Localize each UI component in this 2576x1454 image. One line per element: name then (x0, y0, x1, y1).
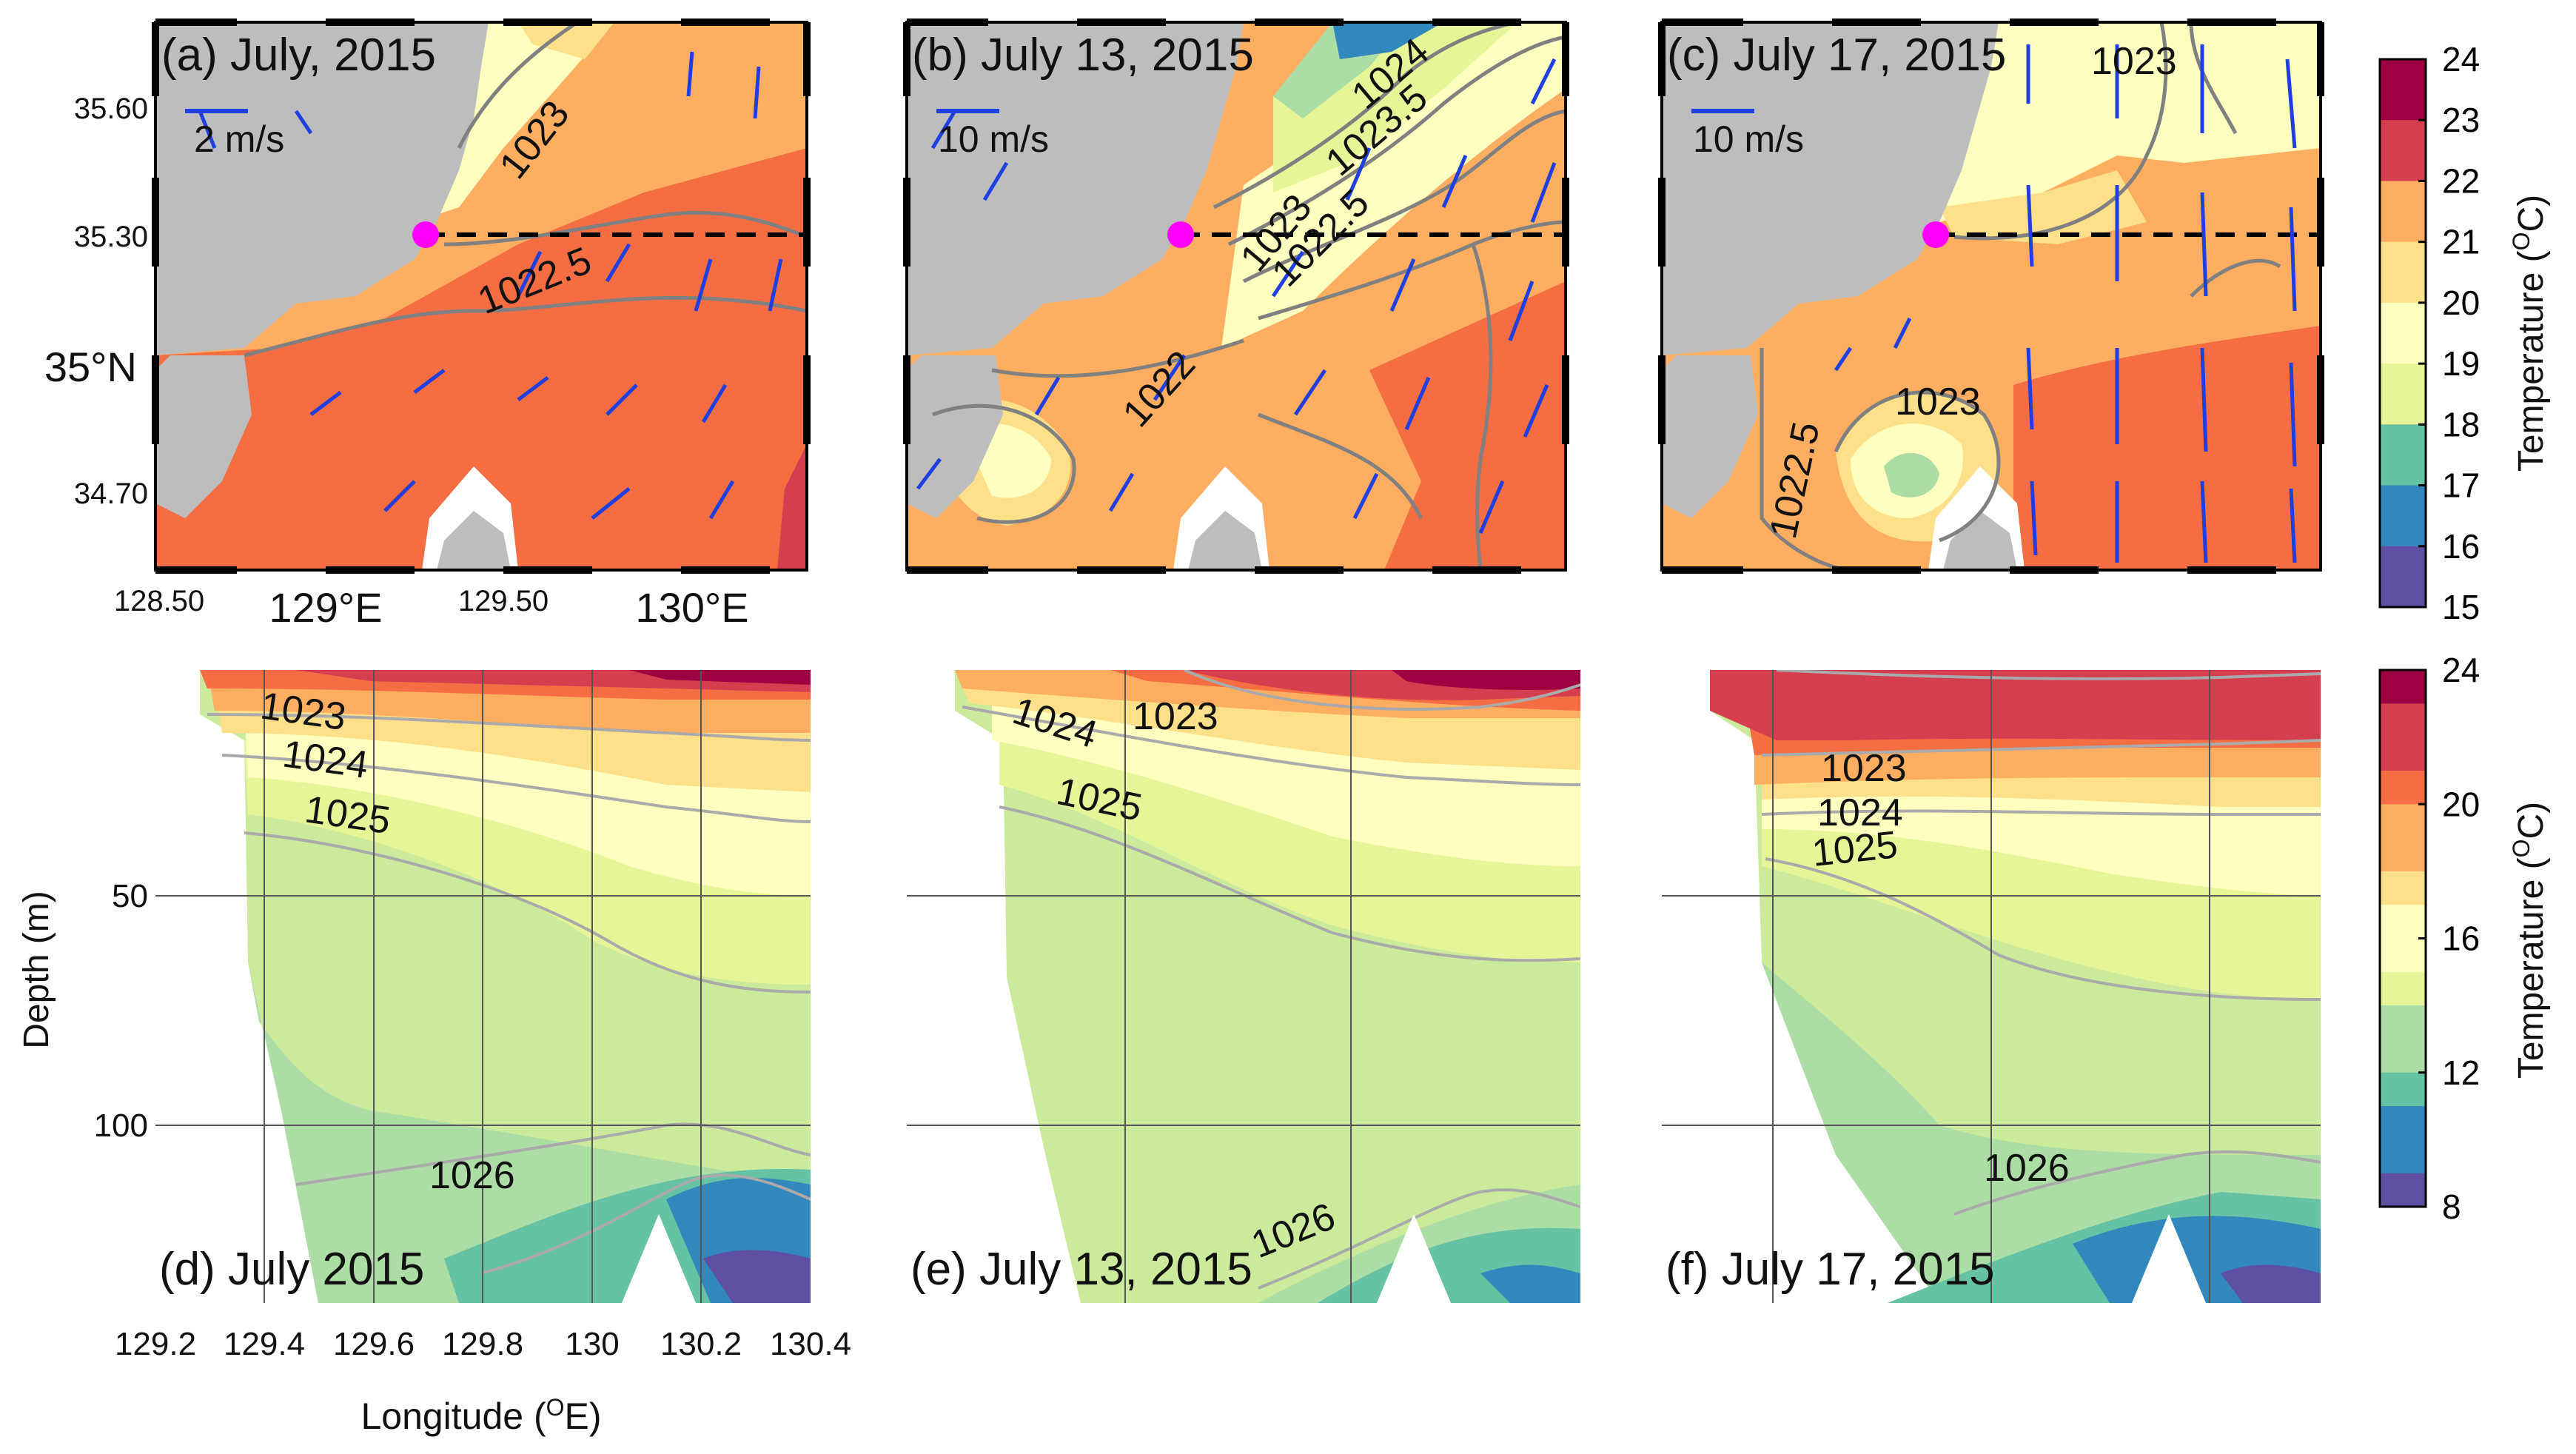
panel-f-contour-label: 1024 (1817, 791, 1903, 834)
panel-d-xtick: 129.4 (224, 1326, 305, 1362)
panel-d-xticks: 129.2 129.4 129.6 129.8 130 130.2 130.4 (115, 1326, 851, 1362)
colorbar-1 (2378, 58, 2427, 609)
colorbar-2 (2378, 669, 2427, 1208)
panel-d-ytick: 100 (94, 1108, 148, 1144)
panel-f-title: (f) July 17, 2015 (1666, 1244, 1995, 1295)
colorbar-swatch (2380, 971, 2426, 1006)
panel-f-grid (1662, 670, 2321, 1303)
colorbar-tick-label: 17 (2442, 466, 2480, 505)
colorbar-swatch (2380, 703, 2426, 738)
colorbar-1-label: Temperature (OC) (2508, 195, 2551, 472)
panel-a-frame (154, 21, 808, 572)
panel-a-scale-label: 2 m/s (194, 118, 284, 160)
colorbar-tick-label: 20 (2442, 785, 2480, 823)
colorbar-tick-label: 24 (2442, 651, 2480, 689)
panel-d-grid (155, 670, 811, 1303)
panel-d-contour-label: 1026 (429, 1154, 515, 1197)
colorbar-swatch (2380, 120, 2426, 181)
colorbar-tick-label: 24 (2442, 40, 2480, 78)
colorbar-swatch (2380, 1039, 2426, 1073)
panel-d-title: (d) July 2015 (159, 1244, 424, 1295)
colorbar-tick-label: 16 (2442, 527, 2480, 566)
colorbar-tick-label: 21 (2442, 223, 2480, 261)
panel-e-grid (907, 670, 1580, 1303)
colorbar-2-label: Temperature (OC) (2508, 802, 2551, 1079)
colorbar-swatch (2380, 485, 2426, 547)
colorbar-tick-label: 16 (2442, 919, 2480, 958)
panel-a-ytick-major: 35°N (44, 344, 137, 390)
colorbar-swatch (2380, 1072, 2426, 1107)
colorbar-swatch (2380, 302, 2426, 364)
colorbar-tick-label: 19 (2442, 344, 2480, 383)
panel-c-contour-label: 1023 (1895, 381, 1981, 423)
panel-e-title: (e) July 13, 2015 (910, 1244, 1252, 1295)
colorbar-swatch (2380, 770, 2426, 805)
panel-a-xtick: 129.50 (458, 585, 549, 617)
panel-e-section (907, 670, 1580, 1303)
panel-a-title: (a) July, 2015 (161, 30, 436, 81)
colorbar-swatch (2380, 1173, 2426, 1207)
panel-c-scale-label: 10 m/s (1693, 118, 1804, 160)
colorbar-swatch (2380, 837, 2426, 872)
colorbar-tick-label: 15 (2442, 588, 2480, 626)
panel-a-xtick: 128.50 (114, 585, 204, 617)
colorbar-swatch (2380, 1106, 2426, 1140)
colorbar-swatch (2380, 546, 2426, 608)
colorbar-swatch (2380, 1139, 2426, 1174)
colorbar-swatch (2380, 364, 2426, 425)
panel-b-frame (905, 21, 1567, 572)
colorbar-2-ticks: 24 20 16 12 8 (2418, 651, 2480, 1226)
panel-a-ytick: 35.60 (74, 93, 148, 125)
panel-d-xlabel: Longitude (OE) (360, 1394, 601, 1437)
colorbar-swatch (2380, 737, 2426, 771)
panel-c-title: (c) July 17, 2015 (1667, 30, 2006, 81)
panel-d-xtick: 130.2 (660, 1326, 742, 1362)
colorbar-tick-label: 20 (2442, 284, 2480, 322)
panel-a-xtick-major: 129°E (269, 584, 382, 631)
panel-c-border-ticks (1658, 19, 2324, 574)
colorbar-tick-label: 22 (2442, 161, 2480, 200)
panel-f-contour-label: 1025 (1810, 823, 1899, 875)
colorbar-swatch (2380, 804, 2426, 839)
colorbar-swatch (2380, 181, 2426, 243)
panel-b-scale-label: 10 m/s (938, 118, 1049, 160)
panel-f-contour-label: 1026 (1984, 1147, 2070, 1190)
colorbar-tick-label: 18 (2442, 405, 2480, 443)
colorbar-swatch (2380, 1005, 2426, 1039)
panel-a-ytick: 34.70 (74, 478, 148, 510)
colorbar-1-ticks: 24 23 22 21 20 19 18 17 16 15 (2418, 40, 2480, 626)
colorbar-swatch (2380, 241, 2426, 304)
panel-d-xtick: 130.4 (770, 1326, 851, 1362)
colorbar-swatch (2380, 938, 2426, 973)
colorbar-tick-label: 12 (2442, 1053, 2480, 1092)
panel-c-map (1662, 22, 2321, 570)
panel-b-map (907, 22, 1566, 570)
panel-a-border-ticks (152, 19, 811, 574)
colorbar-swatch (2380, 670, 2426, 704)
colorbar-swatch (2380, 424, 2426, 486)
colorbar-swatch (2380, 871, 2426, 905)
panel-d-xtick: 129.6 (333, 1326, 415, 1362)
panel-d-xtick: 129.2 (115, 1326, 196, 1362)
panel-a-ytick: 35.30 (74, 221, 148, 253)
panel-a-map (155, 22, 807, 570)
panel-b-border-ticks (903, 19, 1569, 574)
colorbar-swatch (2380, 59, 2426, 121)
colorbar-tick-label: 8 (2442, 1187, 2461, 1226)
colorbar-swatch (2380, 905, 2426, 939)
panel-d-xtick: 129.8 (442, 1326, 523, 1362)
panel-a-xtick-major: 130°E (635, 584, 748, 631)
panel-e-contour-label: 1023 (1133, 695, 1218, 738)
panel-d-ylabel: Depth (m) (17, 891, 56, 1048)
panel-d-ytick: 50 (112, 878, 148, 914)
panel-f-contour-label: 1023 (1821, 747, 1907, 790)
panel-c-contour-label: 1023 (2091, 40, 2177, 83)
panel-d-xtick: 130 (565, 1326, 619, 1362)
colorbar-tick-label: 23 (2442, 101, 2480, 139)
panel-c-frame (1660, 21, 2322, 572)
panel-b-title: (b) July 13, 2015 (912, 30, 1254, 81)
